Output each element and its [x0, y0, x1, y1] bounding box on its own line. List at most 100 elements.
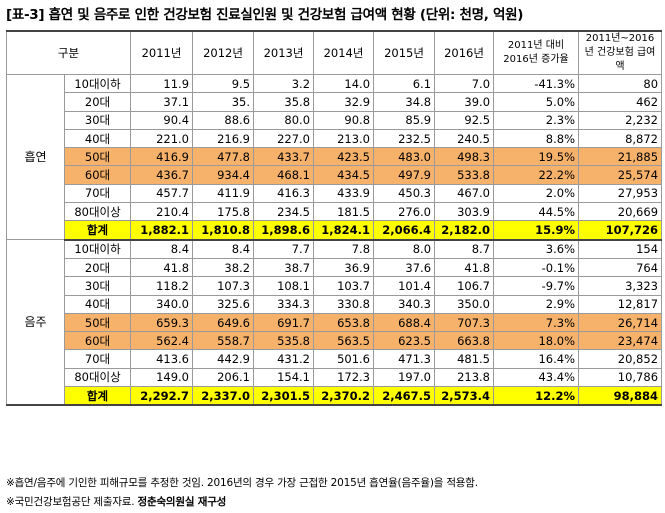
table-cell: 213.8 — [434, 367, 495, 388]
table-cell: 154 — [578, 239, 663, 259]
age-label: 30대 — [63, 110, 132, 130]
table-cell: 334.3 — [253, 294, 315, 314]
table-cell: 8.4 — [192, 239, 255, 259]
table-cell: 7.7 — [253, 239, 315, 259]
table-cell: 103.7 — [313, 276, 375, 296]
table-cell: 5.0% — [493, 92, 580, 112]
table-cell: 80.0 — [253, 110, 315, 130]
table-cell: 471.3 — [373, 349, 436, 369]
footnote-2-source: ※국민건강보험공단 제출자료. — [6, 496, 135, 508]
table-cell: 35. — [192, 92, 255, 112]
table-row: 20대 37.1 35. 35.8 32.9 34.8 39.0 5.0% 462 — [7, 92, 663, 112]
table-cell: 32.9 — [313, 92, 375, 112]
total-label: 합계 — [63, 220, 132, 241]
table-row: 70대 457.7 411.9 416.3 433.9 450.3 467.0 2.0% 27,… — [7, 183, 663, 204]
table-row: 80대이상 210.4 175.8 234.5 181.5 276.0 303.9 44.5%… — [7, 202, 663, 222]
age-label: 50대 — [63, 147, 132, 167]
total-cell: 2,370.2 — [313, 386, 375, 407]
table-cell: 2.9% — [493, 294, 580, 314]
table-cell: 8.8% — [493, 128, 580, 149]
table-cell: 276.0 — [373, 202, 436, 222]
header-2016: 2016년 — [434, 30, 495, 75]
total-cell: 2,573.4 — [434, 386, 495, 407]
table-cell: 11.9 — [130, 73, 194, 94]
table-cell: 88.6 — [192, 110, 255, 130]
table-cell: 350.0 — [434, 294, 495, 314]
table-cell: 2.0% — [493, 183, 580, 204]
total-label: 합계 — [63, 386, 132, 407]
table-cell: 23,474 — [578, 331, 663, 351]
table-cell: 649.6 — [192, 312, 255, 333]
table-cell: 90.8 — [313, 110, 375, 130]
header-benefit-total: 2011년~2016년 건강보험 급여액 — [578, 30, 663, 75]
table-cell: 172.3 — [313, 367, 375, 388]
table-cell: 216.9 — [192, 128, 255, 149]
table-cell: 37.6 — [373, 257, 436, 278]
table-cell: -41.3% — [493, 73, 580, 94]
table-cell: 35.8 — [253, 92, 315, 112]
table-cell: 340.3 — [373, 294, 436, 314]
footnote-2-credit: 정춘숙의원실 재구성 — [137, 496, 227, 508]
table-cell: 436.7 — [130, 165, 194, 185]
table-cell: 18.0% — [493, 331, 580, 351]
table-cell: 413.6 — [130, 349, 194, 369]
table-cell: 106.7 — [434, 276, 495, 296]
table-row: 60대 562.4 558.7 535.8 563.5 623.5 663.8 18.0% 23… — [7, 331, 663, 351]
table-row: 30대 90.4 88.6 80.0 90.8 85.9 92.5 2.3% 2,232 — [7, 110, 663, 130]
table-cell: 563.5 — [313, 331, 375, 351]
table-cell: 90.4 — [130, 110, 194, 130]
table-cell: 497.9 — [373, 165, 436, 185]
table-cell: 707.3 — [434, 312, 495, 333]
table-cell: 107.3 — [192, 276, 255, 296]
total-cell: 1,824.1 — [313, 220, 375, 241]
table-cell: 481.5 — [434, 349, 495, 369]
table-cell: 92.5 — [434, 110, 495, 130]
table-cell: 197.0 — [373, 367, 436, 388]
table-cell: 934.4 — [192, 165, 255, 185]
table-row: 60대 436.7 934.4 468.1 434.5 497.9 533.8 22.2% 25… — [7, 165, 663, 185]
table-cell: 8.0 — [373, 239, 436, 259]
table-cell: 25,574 — [578, 165, 663, 185]
age-label: 10대이하 — [63, 239, 132, 259]
table-cell: 14.0 — [313, 73, 375, 94]
header-category: 구분 — [5, 30, 132, 75]
header-2011: 2011년 — [130, 30, 194, 75]
table-row: 40대 221.0 216.9 227.0 213.0 232.5 240.5 8.8% 8,8… — [7, 128, 663, 149]
table-cell: 206.1 — [192, 367, 255, 388]
table-cell: 423.5 — [313, 147, 375, 167]
table-row: 흡연 10대이하 11.9 9.5 3.2 14.0 6.1 7.0 -41.3% 80 — [6, 73, 663, 241]
age-label: 80대이상 — [63, 367, 132, 388]
age-label: 50대 — [63, 312, 132, 333]
table-cell: 22.2% — [493, 165, 580, 185]
age-label: 60대 — [63, 331, 132, 351]
table-cell: 80 — [578, 73, 663, 94]
table-cell: 8,872 — [578, 128, 663, 149]
total-cell: 1,810.8 — [192, 220, 255, 241]
table-cell: 442.9 — [192, 349, 255, 369]
table-cell: 108.1 — [253, 276, 315, 296]
table-cell: 498.3 — [434, 147, 495, 167]
header-2012: 2012년 — [192, 30, 255, 75]
total-row: 합계 1,882.1 1,810.8 1,898.6 1,824.1 2,066.4 2,1… — [7, 220, 663, 241]
table-cell: 41.8 — [434, 257, 495, 278]
table-cell: 7.8 — [313, 239, 375, 259]
total-cell: 2,467.5 — [373, 386, 436, 407]
table-row: 20대 41.8 38.2 38.7 36.9 37.6 41.8 -0.1% 764 — [7, 257, 663, 278]
table-cell: -0.1% — [493, 257, 580, 278]
table-cell: 41.8 — [130, 257, 194, 278]
table-cell: 462 — [578, 92, 663, 112]
header-growth-rate: 2011년 대비 2016년 증가율 — [493, 30, 580, 75]
table-cell: 154.1 — [253, 367, 315, 388]
header-2015: 2015년 — [373, 30, 436, 75]
table-cell: 663.8 — [434, 331, 495, 351]
table-cell: 39.0 — [434, 92, 495, 112]
table-row: 50대 416.9 477.8 433.7 423.5 483.0 498.3 19.5% 21… — [7, 147, 663, 167]
table-cell: 2,232 — [578, 110, 663, 130]
table-cell: 149.0 — [130, 367, 194, 388]
table-cell: 20,669 — [578, 202, 663, 222]
table-cell: 118.2 — [130, 276, 194, 296]
total-cell: 107,726 — [578, 220, 663, 241]
table-cell: 659.3 — [130, 312, 194, 333]
table-cell: 7.3% — [493, 312, 580, 333]
table-cell: 303.9 — [434, 202, 495, 222]
